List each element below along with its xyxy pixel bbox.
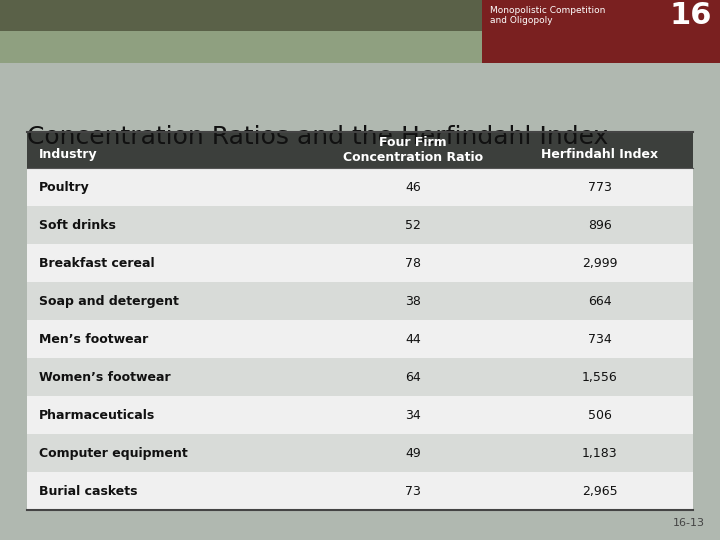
Bar <box>27 244 693 282</box>
Text: 34: 34 <box>405 409 421 422</box>
Text: Poultry: Poultry <box>40 181 90 194</box>
Text: 734: 734 <box>588 333 611 346</box>
Text: 2,999: 2,999 <box>582 257 617 270</box>
Text: Herfindahl Index: Herfindahl Index <box>541 148 658 161</box>
Text: Soap and detergent: Soap and detergent <box>40 295 179 308</box>
Bar <box>0 31 720 63</box>
Text: Burial caskets: Burial caskets <box>40 485 138 498</box>
Text: 52: 52 <box>405 219 421 232</box>
Bar <box>27 472 693 510</box>
Text: 73: 73 <box>405 485 421 498</box>
Bar <box>27 282 693 320</box>
Text: 506: 506 <box>588 409 611 422</box>
Text: Monopolistic Competition
and Oligopoly: Monopolistic Competition and Oligopoly <box>490 6 606 25</box>
Text: 49: 49 <box>405 447 421 460</box>
Text: 1,183: 1,183 <box>582 447 617 460</box>
Text: Men’s footwear: Men’s footwear <box>40 333 148 346</box>
Bar <box>27 434 693 472</box>
Text: Women’s footwear: Women’s footwear <box>40 371 171 384</box>
Text: Breakfast cereal: Breakfast cereal <box>40 257 155 270</box>
Bar <box>27 132 693 168</box>
Text: Computer equipment: Computer equipment <box>40 447 188 460</box>
Text: Four Firm
Concentration Ratio: Four Firm Concentration Ratio <box>343 136 483 164</box>
Text: 44: 44 <box>405 333 421 346</box>
Text: Pharmaceuticals: Pharmaceuticals <box>40 409 156 422</box>
Text: 38: 38 <box>405 295 421 308</box>
Text: 46: 46 <box>405 181 421 194</box>
Text: Concentration Ratios and the Herfindahl Index: Concentration Ratios and the Herfindahl … <box>27 125 608 148</box>
Text: 773: 773 <box>588 181 611 194</box>
Bar <box>27 206 693 244</box>
Text: 78: 78 <box>405 257 421 270</box>
Text: 16: 16 <box>670 1 712 30</box>
Text: Soft drinks: Soft drinks <box>40 219 116 232</box>
Bar <box>27 359 693 396</box>
Text: 664: 664 <box>588 295 611 308</box>
Bar <box>27 396 693 434</box>
Bar <box>27 168 693 206</box>
Bar <box>482 0 720 63</box>
Text: 16-13: 16-13 <box>673 518 705 528</box>
Text: 2,965: 2,965 <box>582 485 617 498</box>
Text: 64: 64 <box>405 371 421 384</box>
Text: 896: 896 <box>588 219 611 232</box>
Bar <box>27 320 693 359</box>
Text: Industry: Industry <box>40 148 98 161</box>
Bar <box>0 0 720 31</box>
Text: 1,556: 1,556 <box>582 371 617 384</box>
